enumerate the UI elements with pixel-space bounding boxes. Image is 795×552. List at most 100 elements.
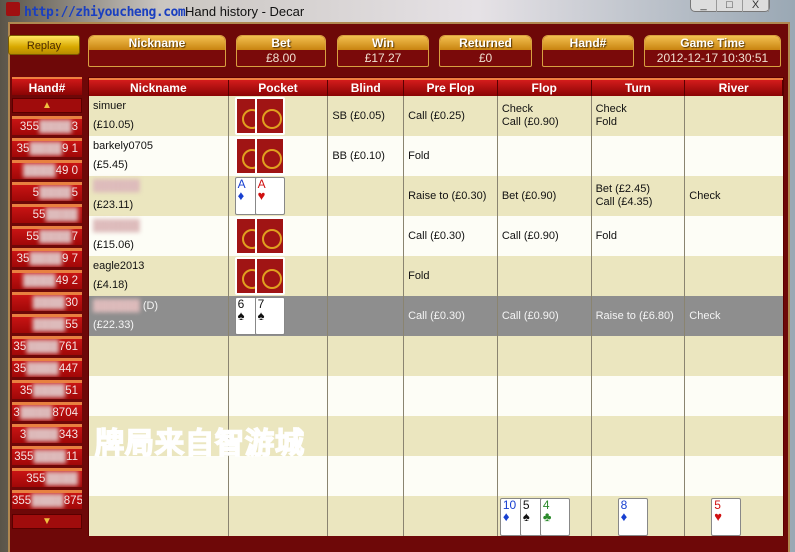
summary-hand-: Hand# bbox=[542, 35, 634, 67]
hand-list-item[interactable]: 35████9 7 bbox=[12, 248, 82, 267]
hand-list-item[interactable]: 5████5 bbox=[12, 182, 82, 201]
hand-list-item[interactable]: 35████9 1 bbox=[12, 138, 82, 157]
table-row[interactable] bbox=[89, 416, 783, 456]
hand-number-suffix: 49 0 bbox=[55, 165, 78, 177]
player-stack: (£15.06) bbox=[93, 239, 134, 251]
hand-list-item[interactable]: 355████3 bbox=[12, 116, 82, 135]
column-header[interactable]: Pre Flop bbox=[404, 80, 498, 96]
board-river: 5 ♥ bbox=[685, 496, 783, 536]
table-row[interactable]: barkely0705 (£5.45) BB (£0.10) Fold bbox=[89, 136, 783, 176]
hand-list-item[interactable]: 3████8704 bbox=[12, 402, 82, 421]
action-text: Call (£4.35) bbox=[595, 196, 653, 208]
hand-number-prefix: 35 bbox=[13, 341, 27, 353]
table-row[interactable]: simuer (£10.05) SB (£0.05) Call (£0.25) Chec… bbox=[89, 96, 783, 136]
scroll-down-button[interactable]: ▼ bbox=[12, 514, 82, 529]
hand-number-suffix: 447 bbox=[58, 363, 78, 375]
player-name: simuer bbox=[93, 100, 127, 112]
hand-list-item[interactable]: ████49 2 bbox=[12, 270, 82, 289]
hand-number-suffix: 7 bbox=[71, 231, 78, 243]
hand-number-prefix: 35 bbox=[13, 363, 27, 375]
table-row[interactable] bbox=[89, 336, 783, 376]
hand-number-blurred: ████ bbox=[39, 187, 72, 199]
hand-list-item[interactable]: 55████ bbox=[12, 204, 82, 223]
close-button[interactable]: X bbox=[743, 0, 769, 12]
hand-number-prefix: 55 bbox=[32, 209, 46, 221]
hand-list-item[interactable]: 35████761 bbox=[12, 336, 82, 355]
hand-number-suffix: 343 bbox=[58, 429, 78, 441]
column-header[interactable]: Nickname bbox=[89, 80, 229, 96]
playing-card: 8 ♦ bbox=[617, 498, 648, 536]
hand-number-blurred: ████ bbox=[32, 385, 66, 397]
action-text: Call (£0.90) bbox=[501, 229, 559, 242]
hand-number-suffix: 30 bbox=[65, 297, 78, 309]
hand-number-prefix: 355 bbox=[14, 451, 34, 463]
card-suit-icon: ♥ bbox=[714, 509, 723, 524]
table-row[interactable]: ██████ (£23.11) A ♦ A ♥ Raise to (£0.30) Bet (… bbox=[89, 176, 783, 216]
column-header[interactable]: Flop bbox=[498, 80, 592, 96]
hand-number-suffix: 9 7 bbox=[62, 253, 78, 265]
scroll-up-button[interactable]: ▲ bbox=[12, 98, 82, 113]
hand-list-item[interactable]: 55████7 bbox=[12, 226, 82, 245]
action-text: Check bbox=[501, 103, 534, 115]
column-header[interactable]: River bbox=[685, 80, 784, 96]
minimize-button[interactable]: _ bbox=[691, 0, 717, 12]
card-rank: 5 bbox=[522, 498, 530, 512]
hand-list-item[interactable]: 355████ bbox=[12, 468, 82, 487]
hand-list-item[interactable]: 35████447 bbox=[12, 358, 82, 377]
card-back bbox=[254, 257, 285, 295]
summary-value: £17.27 bbox=[364, 51, 402, 65]
card-suit-icon: ♦ bbox=[237, 188, 245, 203]
window-title: Hand history - Decar bbox=[185, 4, 305, 19]
hand-number-blurred: ████ bbox=[31, 495, 64, 507]
watermark-text: 牌局来自智游城 bbox=[94, 425, 306, 461]
card-suit-icon: ♦ bbox=[620, 509, 628, 524]
watermark-url: http://zhiyoucheng.com bbox=[24, 5, 186, 20]
action-text: Fold bbox=[595, 116, 617, 128]
hand-list-item[interactable]: 355████87578 bbox=[12, 490, 82, 509]
card-suit-icon: ♣ bbox=[542, 509, 552, 524]
table-row[interactable] bbox=[89, 376, 783, 416]
blind-text: SB (£0.05) bbox=[332, 109, 385, 122]
card-suit-icon: ♥ bbox=[257, 188, 266, 203]
table-row[interactable] bbox=[89, 456, 783, 496]
hand-number-blurred: ████ bbox=[29, 253, 62, 265]
hand-number-blurred: ████ bbox=[32, 297, 66, 309]
card-rank: 10 bbox=[502, 498, 517, 512]
summary-label: Bet bbox=[237, 36, 325, 50]
table-row[interactable]: ██████ (£15.06) Call (£0.30) Call (£0.90) F… bbox=[89, 216, 783, 256]
table-row[interactable]: eagle2013 (£4.18) Fold bbox=[89, 256, 783, 296]
table-row[interactable]: 10 ♦ 5 ♠ 4 ♣ 8 ♦ 5 ♥ bbox=[89, 496, 783, 536]
title-bar: http://zhiyoucheng.com Hand history - De… bbox=[0, 0, 795, 22]
card-rank: A bbox=[257, 177, 266, 191]
card-back bbox=[254, 97, 285, 135]
summary-label: Win bbox=[338, 36, 428, 50]
hand-list-item[interactable]: 3████343 bbox=[12, 424, 82, 443]
hand-number-blurred: ████ bbox=[26, 341, 59, 353]
hand-list-item[interactable]: 355████11 bbox=[12, 446, 82, 465]
card-suit-icon: ♠ bbox=[237, 308, 245, 323]
column-header[interactable]: Turn bbox=[592, 80, 686, 96]
hand-number-blurred: ████ bbox=[26, 429, 59, 441]
replay-button[interactable]: Replay bbox=[8, 35, 80, 55]
hand-number-suffix: 51 bbox=[65, 385, 78, 397]
summary-value: £0 bbox=[478, 51, 493, 65]
maximize-button[interactable]: □ bbox=[717, 0, 743, 12]
hand-list-item[interactable]: 35████51 bbox=[12, 380, 82, 399]
hand-number-prefix: 3 bbox=[19, 429, 27, 441]
player-stack: (£22.33) bbox=[93, 319, 134, 331]
hand-list-item[interactable]: ████55 bbox=[12, 314, 82, 333]
action-text: Call (£0.30) bbox=[408, 229, 465, 242]
hand-number-prefix: 5 bbox=[32, 187, 39, 199]
hand-number-blurred: ████ bbox=[32, 319, 66, 331]
hand-number-suffix: 761 bbox=[58, 341, 78, 353]
action-text: Bet (£2.45) bbox=[595, 183, 650, 195]
hand-list-item[interactable]: ████49 0 bbox=[12, 160, 82, 179]
hand-list-item[interactable]: ████30 bbox=[12, 292, 82, 311]
column-header[interactable]: Blind bbox=[328, 80, 405, 96]
action-text: Call (£0.25) bbox=[408, 109, 465, 122]
summary-label: Hand# bbox=[543, 36, 633, 50]
dealer-badge: (D) bbox=[142, 300, 159, 312]
column-header[interactable]: Pocket bbox=[229, 80, 329, 96]
hand-number-suffix: 8704 bbox=[52, 407, 78, 419]
table-row[interactable]: ██████ (D) (£22.33) 6 ♠ 7 ♠ Call (£0.30) Call (… bbox=[89, 296, 783, 336]
